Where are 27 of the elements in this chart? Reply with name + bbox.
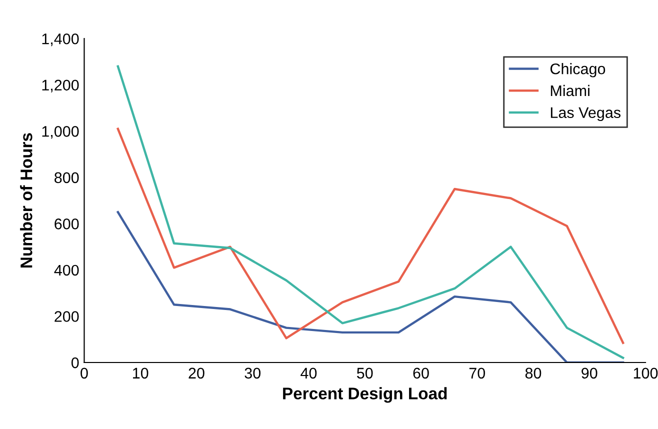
y-tick-label: 0	[71, 357, 79, 368]
x-tick-label: 70	[469, 368, 486, 379]
y-tick-label: 400	[54, 264, 79, 276]
x-axis-title: Percent Design Load	[283, 387, 447, 403]
x-tick-label: 0	[80, 368, 88, 379]
y-tick-label: 800	[54, 172, 79, 184]
legend-label: Miami	[550, 84, 590, 96]
line-series	[116, 65, 624, 359]
x-tick-label: 60	[413, 368, 429, 379]
line-series	[116, 128, 624, 344]
y-tick-label: 1,400	[42, 33, 79, 46]
legend-label: Las Vegas	[550, 107, 621, 122]
x-tick-label: 80	[525, 368, 542, 379]
x-tick-label: 40	[300, 368, 317, 379]
y-tick-label: 1,000	[42, 126, 79, 139]
y-axis-title: Number of Hours	[20, 133, 32, 268]
x-tick-label: 20	[188, 368, 204, 379]
x-tick-label: 50	[356, 368, 373, 379]
y-tick-label: 200	[54, 311, 79, 322]
x-tick-label: 30	[244, 368, 261, 379]
x-tick-label: 90	[582, 368, 598, 379]
line-series	[116, 211, 624, 363]
legend-label: Chicago	[550, 63, 606, 78]
x-tick-label: 100	[634, 368, 658, 379]
x-tick-label: 10	[133, 368, 148, 379]
y-tick-label: 600	[54, 218, 79, 230]
y-tick-label: 1,200	[42, 80, 79, 92]
